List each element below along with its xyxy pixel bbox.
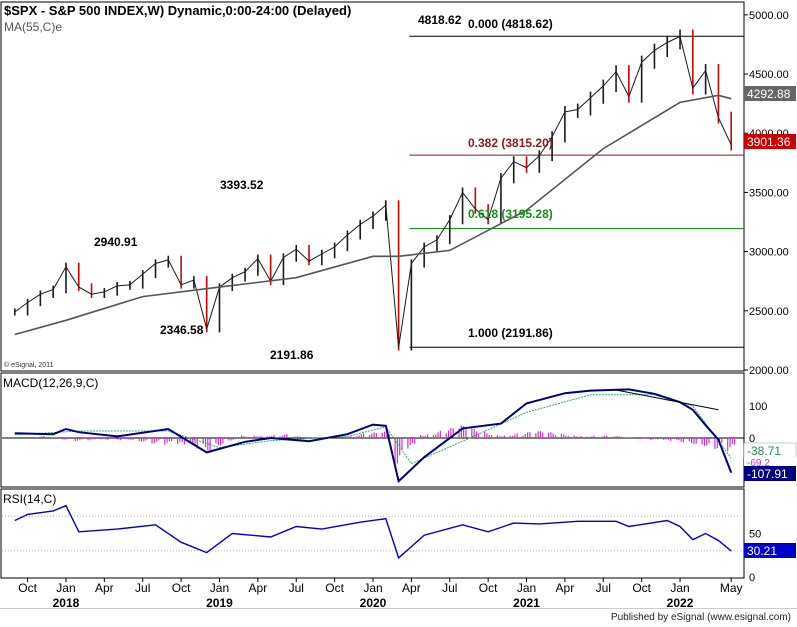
price-ytick-label: 2000.00: [749, 365, 789, 377]
macd-value: -107.91: [747, 467, 788, 481]
rsi-value-box: [744, 543, 796, 558]
fib-label-1: 1.000 (2191.86): [468, 326, 553, 340]
price-ytick-label: 3000.00: [749, 247, 789, 259]
x-month-label: Apr: [249, 581, 268, 595]
x-month-label: May: [720, 581, 743, 595]
x-month-label: Jul: [442, 581, 457, 595]
price-ytick-label: 5000.00: [749, 10, 789, 22]
chart-canvas: 2000.002500.003000.003500.004000.004500.…: [0, 0, 797, 610]
label-2022-high: 4818.62: [418, 13, 462, 27]
signal-value: -38.71: [747, 444, 781, 458]
x-month-label: Apr: [402, 581, 421, 595]
macd-panel-frame: [0, 372, 745, 488]
x-year-label: 2019: [206, 596, 233, 608]
publisher-note: Published by eSignal (www.esignal.com): [610, 612, 791, 623]
copyright-note: © eSignal, 2011: [4, 361, 54, 369]
price-panel: 2000.002500.003000.003500.004000.004500.…: [13, 10, 789, 377]
price-value-box: [744, 134, 796, 149]
x-month-label: Oct: [479, 581, 498, 595]
hist-value: -69.2: [747, 458, 770, 469]
price-value: 3901.36: [747, 135, 791, 149]
price-panel-frame: [0, 1, 745, 372]
rsi-value: 30.21: [747, 544, 777, 558]
fib-label-0: 0.000 (4818.62): [468, 17, 553, 31]
hist-value-box: [744, 457, 796, 466]
x-year-label: 2018: [53, 596, 80, 608]
x-month-label: Jul: [135, 581, 150, 595]
x-month-label: Jan: [517, 581, 536, 595]
x-month-label: Jan: [670, 581, 689, 595]
macd-line: [14, 388, 733, 484]
macd-panel: 0 100: [2, 388, 767, 484]
rsi-line: [14, 504, 732, 560]
ma-value: 4292.88: [747, 87, 791, 101]
label-2020-low: 2191.86: [270, 348, 314, 362]
label-2020-high: 3393.52: [220, 178, 264, 192]
rsi-panel: 0 50: [2, 504, 761, 584]
x-month-label: Oct: [632, 581, 651, 595]
price-ytick-label: 4500.00: [749, 69, 789, 81]
fib-label-618: 0.618 (3195.28): [468, 207, 553, 221]
footer-bar: Published by eSignal (www.esignal.com): [0, 608, 797, 627]
x-month-label: Oct: [325, 581, 344, 595]
ma55-line: [14, 94, 732, 336]
x-month-label: Oct: [18, 581, 37, 595]
x-axis: Oct Jan Apr Jul Oct Jan Apr Jul Oct Jan Apr Jul Oct J…: [18, 578, 743, 610]
label-2018-high: 2940.91: [94, 235, 138, 249]
label-2018-low: 2346.58: [160, 323, 204, 337]
x-year-label: 2021: [513, 596, 540, 608]
x-month-label: Jul: [289, 581, 304, 595]
x-month-label: Jan: [363, 581, 382, 595]
price-line: [14, 35, 732, 348]
x-month-label: Oct: [172, 581, 191, 595]
price-ytick-label: 2500.00: [749, 306, 789, 318]
x-month-label: Apr: [556, 581, 575, 595]
macd-title: MACD(12,26,9,C): [3, 376, 98, 390]
macd-ytick-label: 0: [749, 433, 755, 445]
chart-title: $SPX - S&P 500 INDEX,W) Dynamic,0:00-24:…: [4, 3, 351, 18]
x-month-label: Apr: [95, 581, 114, 595]
price-ytick-label: 3500.00: [749, 187, 789, 199]
x-year-label: 2020: [360, 596, 387, 608]
x-month-label: Jul: [596, 581, 611, 595]
macd-trendline: [616, 389, 719, 411]
rsi-title: RSI(14,C): [3, 492, 56, 506]
macd-ytick-label: 100: [749, 401, 767, 413]
fib-label-382: 0.382 (3815.20): [468, 136, 553, 150]
ma-legend: MA(55,C)e: [4, 20, 62, 34]
rsi-ytick-label: 50: [749, 529, 761, 541]
macd-value-box: [744, 466, 796, 481]
rsi-ytick-label: 0: [749, 572, 755, 584]
x-month-label: Jan: [210, 581, 229, 595]
ma-value-box: [744, 86, 796, 101]
x-year-label: 2022: [667, 596, 694, 608]
x-month-label: Jan: [56, 581, 75, 595]
